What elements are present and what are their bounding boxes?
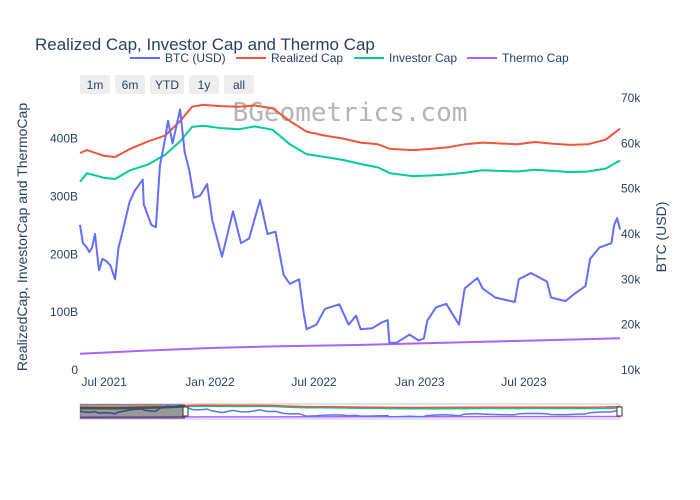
range-button-all[interactable]: all xyxy=(224,75,254,94)
y-right-tick-label: 30k xyxy=(621,272,641,286)
y-axis-right-title: BTC (USD) xyxy=(653,202,669,273)
series-line-realized-cap xyxy=(79,103,621,158)
legend: BTC (USD) Realized Cap Investor Cap Thermo … xyxy=(130,51,569,65)
range-slider-series-btc-usd xyxy=(79,404,621,418)
x-tick-label: Jul 2021 xyxy=(81,375,127,389)
y-axis-left-title: RealizedCap, InvestorCap and ThermoCap xyxy=(14,103,30,371)
y-right-tick-label: 40k xyxy=(621,227,641,241)
x-tick-label: Jan 2023 xyxy=(395,375,445,389)
x-tick-label: Jul 2022 xyxy=(291,375,337,389)
legend-label[interactable]: Investor Cap xyxy=(389,51,457,65)
series-line-thermo-cap xyxy=(79,337,621,355)
y-left-tick-label: 0 xyxy=(71,363,78,377)
right-axis-ticks: 10k 20k 30k 40k 50k 60k 70k xyxy=(621,91,641,377)
plot-area xyxy=(79,103,621,355)
x-axis-ticks: Jul 2021 Jan 2022 Jul 2022 Jan 2023 Jul 2023 xyxy=(81,375,547,389)
y-left-tick-label: 400B xyxy=(50,132,78,146)
y-left-tick-label: 200B xyxy=(50,247,78,261)
range-slider-mask xyxy=(80,404,185,419)
legend-label[interactable]: Thermo Cap xyxy=(502,51,569,65)
legend-label[interactable]: BTC (USD) xyxy=(165,51,226,65)
range-slider-series-investor-cap xyxy=(79,405,621,410)
watermark: BGeometrics.com xyxy=(233,98,468,128)
y-right-tick-label: 20k xyxy=(621,318,641,332)
range-slider-series-thermo-cap xyxy=(79,415,621,418)
range-slider-lines xyxy=(79,404,621,418)
series-line-investor-cap xyxy=(79,124,621,183)
range-button-1m[interactable]: 1m xyxy=(80,75,110,94)
legend-label[interactable]: Realized Cap xyxy=(271,51,343,65)
y-right-tick-label: 60k xyxy=(621,136,641,150)
range-slider-series-realized-cap xyxy=(79,404,621,409)
range-slider-left-handle[interactable] xyxy=(182,406,189,417)
y-right-tick-label: 10k xyxy=(621,363,641,377)
x-tick-label: Jan 2022 xyxy=(185,375,235,389)
range-button-6m[interactable]: 6m xyxy=(115,75,145,94)
y-left-tick-label: 300B xyxy=(50,189,78,203)
y-right-tick-label: 70k xyxy=(621,91,641,105)
chart-title: Realized Cap, Investor Cap and Thermo Ca… xyxy=(35,35,375,54)
x-tick-label: Jul 2023 xyxy=(501,375,547,389)
series-line-btc-usd xyxy=(79,108,621,344)
range-slider[interactable] xyxy=(79,403,623,420)
range-slider-right-handle[interactable] xyxy=(616,406,623,417)
left-axis-ticks: 0 100B 200B 300B 400B xyxy=(50,132,78,377)
range-button-1y[interactable]: 1y xyxy=(189,75,219,94)
y-left-tick-label: 100B xyxy=(50,305,78,319)
y-right-tick-label: 50k xyxy=(621,182,641,196)
range-button-ytd[interactable]: YTD xyxy=(150,75,184,94)
